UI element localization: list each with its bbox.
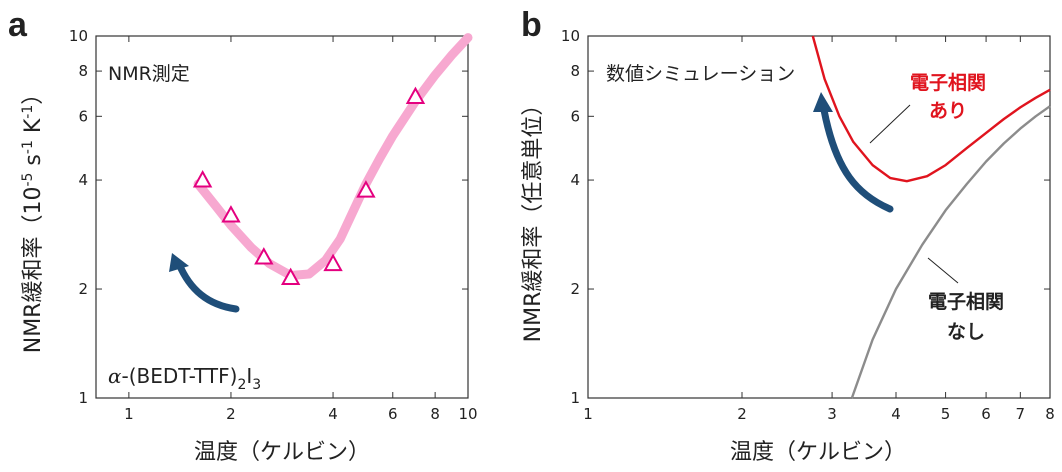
y-tick-label: 10 <box>561 27 580 45</box>
leader-line-without-correlation <box>927 257 959 284</box>
series-line-without-correlation <box>850 105 1051 399</box>
x-tick-label: 8 <box>1045 405 1055 423</box>
panel-b-plot-frame <box>587 35 1051 399</box>
panel-a-data-points <box>192 86 426 286</box>
panel-a-label: a <box>8 6 28 44</box>
ylabel-part-2: s <box>21 154 46 172</box>
panel-b-curves <box>811 35 1051 399</box>
panel-a-ylabel: NMR緩和率（10-5 s-1 K-1） <box>20 83 46 354</box>
panel-a-xlabel: 温度（ケルビン） <box>194 440 370 465</box>
material-part-c: I <box>246 364 252 388</box>
panel-b-label: b <box>521 6 542 44</box>
x-tick-label: 2 <box>226 405 236 423</box>
alpha-symbol: α <box>108 364 122 388</box>
data-point-triangle <box>356 180 376 198</box>
x-tick-label: 10 <box>458 405 477 423</box>
y-tick-label: 2 <box>570 280 580 298</box>
panel-a-plot-frame <box>95 35 469 399</box>
panel-a-material-label: α-(BEDT-TTF)2I3 <box>108 364 261 393</box>
panel-a-arrow-head-icon <box>169 253 189 272</box>
y-tick-label: 2 <box>78 280 88 298</box>
x-tick-label: 4 <box>328 405 338 423</box>
x-tick-label: 8 <box>430 405 440 423</box>
x-tick-label: 1 <box>583 405 593 423</box>
panel-b: b 1 2 3 4 5 6 7 8 1 2 4 6 8 10 数値シミュレーション 電子相関 あり 電子相… <box>521 6 1055 465</box>
ylabel-part-6: ） <box>21 83 46 105</box>
ylabel-part-4: K <box>21 118 46 140</box>
x-tick-label: 5 <box>941 405 951 423</box>
x-tick-label: 7 <box>1016 405 1026 423</box>
panel-b-arrow <box>820 106 894 213</box>
panel-b-arrow-head-icon <box>813 92 833 112</box>
x-tick-label: 1 <box>124 405 134 423</box>
panel-a-arrow <box>175 260 240 313</box>
panel-b-annotation: 数値シミュレーション <box>606 63 795 85</box>
x-tick-label: 3 <box>827 405 837 423</box>
material-sub-d: 3 <box>252 377 261 393</box>
panel-b-xlabel: 温度（ケルビン） <box>730 440 906 465</box>
x-tick-label: 6 <box>388 405 398 423</box>
ylabel-sup-1: -5 <box>20 173 36 187</box>
y-tick-label: 4 <box>78 171 88 189</box>
y-tick-label: 6 <box>78 107 88 125</box>
series-line-with-correlation <box>811 35 1051 183</box>
material-part-a: -(BEDT-TTF) <box>122 364 238 388</box>
panel-a-fit-curve-group <box>193 33 473 280</box>
y-tick-label: 4 <box>570 171 580 189</box>
label-with-correlation-line2: あり <box>929 100 967 122</box>
y-tick-label: 8 <box>78 62 88 80</box>
x-tick-label: 2 <box>737 405 747 423</box>
data-point-triangle <box>323 253 343 272</box>
label-without-correlation-line1: 電子相関 <box>928 291 1004 313</box>
x-tick-label: 4 <box>891 405 901 423</box>
data-point-triangle <box>280 267 301 286</box>
leader-line-with-correlation <box>869 104 911 144</box>
label-with-correlation-line1: 電子相関 <box>910 72 986 94</box>
x-tick-label: 6 <box>981 405 991 423</box>
ylabel-sup-5: -1 <box>20 105 36 119</box>
data-point-triangle <box>192 169 213 188</box>
label-without-correlation-line2: なし <box>947 321 985 343</box>
material-sub-b: 2 <box>237 377 246 393</box>
panel-b-ticks: 1 2 3 4 5 6 7 8 1 2 4 6 8 10 <box>561 27 1055 423</box>
fit-curve <box>193 33 473 280</box>
ylabel-sup-3: -1 <box>20 140 36 154</box>
y-tick-label: 6 <box>570 107 580 125</box>
data-point-triangle <box>405 86 426 105</box>
panel-a-annotation: NMR測定 <box>108 63 190 85</box>
y-tick-label: 8 <box>570 62 580 80</box>
data-point-triangle <box>254 247 274 265</box>
data-point-triangle <box>221 205 241 223</box>
y-tick-label: 1 <box>78 389 88 407</box>
ylabel-part-0: NMR緩和率（10 <box>21 187 46 354</box>
y-tick-label: 10 <box>69 27 88 45</box>
panel-b-ylabel: NMR緩和率（任意単位） <box>521 94 546 343</box>
y-tick-label: 1 <box>570 389 580 407</box>
